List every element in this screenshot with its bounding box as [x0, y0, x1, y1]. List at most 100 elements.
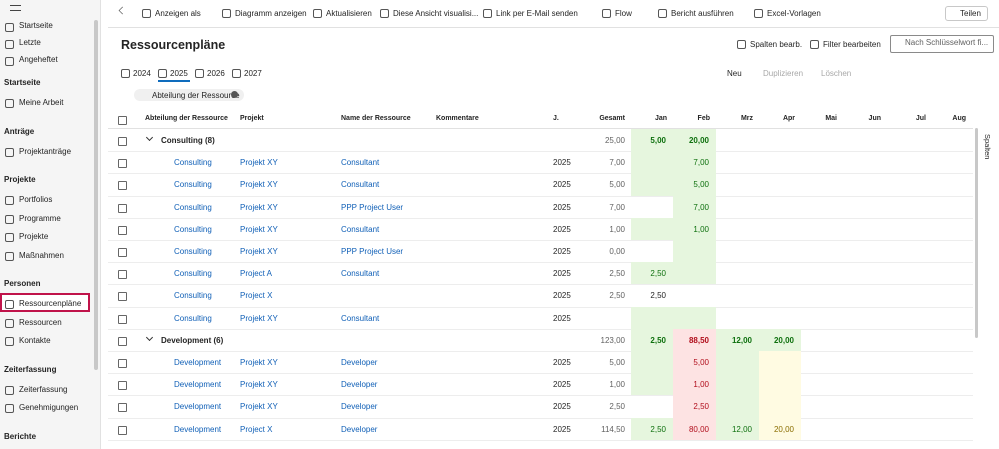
department-link[interactable]: Development — [174, 424, 222, 434]
project-link[interactable]: Projekt XY — [240, 247, 278, 256]
department-link[interactable]: Consulting — [174, 180, 212, 190]
resource-link[interactable]: PPP Project User — [341, 202, 404, 212]
project-link[interactable]: Projekt XY — [240, 358, 278, 367]
department-link[interactable]: Development — [174, 402, 222, 412]
department-link[interactable]: Development — [174, 380, 222, 390]
checkbox[interactable] — [118, 203, 127, 213]
project-link[interactable]: Projekt XY — [240, 380, 278, 390]
toolbar-button[interactable]: Anzeigen als — [155, 9, 201, 18]
chip-close[interactable] — [231, 91, 238, 98]
nav-item[interactable]: Meine Arbeit — [19, 98, 64, 107]
checkbox[interactable] — [118, 292, 127, 302]
checkbox[interactable] — [118, 381, 127, 391]
menu-icon[interactable] — [10, 5, 21, 11]
group-label[interactable]: Development (6) — [161, 335, 224, 345]
project-link[interactable]: Projekt XY — [240, 158, 278, 168]
column-header[interactable]: Projekt — [240, 115, 264, 122]
resource-link[interactable]: Developer — [341, 358, 378, 367]
nav-item[interactable]: Projektanträge — [19, 146, 72, 156]
checkbox[interactable] — [118, 336, 127, 346]
nav-item[interactable]: Genehmigungen — [19, 403, 79, 412]
project-link[interactable]: Projekt XY — [240, 402, 278, 412]
column-header[interactable]: Name der Ressource — [341, 115, 411, 122]
department-link[interactable]: Consulting — [174, 269, 212, 279]
checkbox[interactable] — [118, 359, 127, 368]
toolbar-button[interactable]: Bericht ausführen — [671, 9, 734, 18]
year-tab[interactable]: 2025 — [170, 69, 188, 78]
resource-link[interactable]: Consultant — [341, 313, 380, 323]
column-header[interactable]: Jul — [915, 115, 926, 122]
toolbar-button[interactable]: Flow — [615, 9, 632, 18]
project-link[interactable]: Projekt XY — [240, 180, 278, 190]
resource-link[interactable]: Consultant — [341, 158, 380, 168]
column-header[interactable]: Apr — [782, 115, 795, 122]
checkbox[interactable] — [118, 248, 127, 257]
resource-link[interactable]: Developer — [341, 402, 378, 412]
department-link[interactable]: Consulting — [174, 158, 212, 168]
year-tab[interactable]: 2027 — [244, 69, 262, 78]
year-tab[interactable]: 2024 — [133, 69, 151, 78]
resource-link[interactable]: PPP Project User — [341, 247, 404, 256]
department-link[interactable]: Consulting — [174, 313, 212, 323]
nav-item[interactable]: Kontakte — [19, 336, 51, 345]
nav-item[interactable]: Letzte — [19, 38, 41, 47]
checkbox[interactable] — [118, 314, 127, 324]
column-header[interactable]: Mai — [825, 115, 837, 122]
side-panel[interactable]: Spalten — [983, 134, 992, 160]
department-link[interactable]: Consulting — [174, 291, 212, 301]
nav-item[interactable]: Programme — [19, 213, 61, 223]
department-link[interactable]: Consulting — [174, 247, 212, 256]
view-title[interactable]: Ressourcenpläne — [121, 38, 226, 52]
toolbar-button[interactable]: Diagramm anzeigen — [235, 9, 307, 18]
checkbox[interactable] — [118, 225, 127, 235]
nav-item[interactable]: Startseite — [19, 21, 53, 30]
resource-link[interactable]: Developer — [341, 424, 378, 434]
project-link[interactable]: Project X — [240, 291, 273, 301]
project-link[interactable]: Project X — [240, 424, 273, 434]
nav-item[interactable]: Portfolios — [19, 195, 53, 204]
column-header[interactable]: Mrz — [740, 115, 753, 122]
checkbox[interactable] — [118, 425, 127, 435]
checkbox[interactable] — [118, 181, 127, 191]
checkbox[interactable] — [118, 403, 127, 413]
nav-item[interactable]: Ressourcenpläne — [19, 299, 82, 308]
department-link[interactable]: Consulting — [174, 224, 212, 234]
department-link[interactable]: Development — [174, 358, 222, 367]
column-header[interactable]: Gesamt — [599, 115, 625, 122]
project-link[interactable]: Projekt XY — [240, 313, 278, 323]
column-header[interactable]: Abteilung der Ressource — [145, 115, 228, 122]
nav-item[interactable]: Zeiterfassung — [19, 384, 68, 394]
checkbox[interactable] — [118, 159, 127, 169]
resource-link[interactable]: Consultant — [341, 224, 380, 234]
department-link[interactable]: Consulting — [174, 202, 212, 212]
search-box[interactable]: Nach Schlüsselwort fi... — [890, 35, 994, 53]
nav-item[interactable]: Maßnahmen — [19, 250, 64, 260]
nav-item[interactable]: Ressourcen — [19, 317, 62, 327]
project-link[interactable]: Projekt XY — [240, 202, 278, 212]
grid-action[interactable]: Neu — [727, 69, 742, 78]
view-action[interactable]: Filter bearbeiten — [823, 40, 881, 49]
column-header[interactable]: Jun — [868, 115, 881, 122]
nav-item[interactable]: Angeheftet — [19, 55, 58, 64]
year-tab[interactable]: 2026 — [207, 69, 225, 78]
toolbar-button[interactable]: Excel-Vorlagen — [767, 9, 821, 18]
group-label[interactable]: Consulting (8) — [161, 136, 215, 145]
checkbox[interactable] — [118, 137, 127, 146]
column-header[interactable]: J. — [553, 115, 559, 122]
share-button[interactable]: Teilen — [945, 6, 988, 21]
resource-link[interactable]: Developer — [341, 380, 378, 390]
view-action[interactable]: Spalten bearb. — [750, 40, 803, 49]
checkbox[interactable] — [118, 270, 127, 280]
toolbar-button[interactable]: Link per E-Mail senden — [496, 9, 578, 18]
resource-link[interactable]: Consultant — [341, 180, 380, 190]
nav-item[interactable]: Projekte — [19, 232, 49, 241]
project-link[interactable]: Project A — [240, 269, 273, 279]
project-link[interactable]: Projekt XY — [240, 224, 278, 234]
toolbar-button[interactable]: Diese Ansicht visualisi... — [393, 9, 479, 18]
column-header[interactable]: Kommentare — [436, 115, 479, 122]
checkbox[interactable] — [118, 116, 127, 125]
column-header[interactable]: Jan — [654, 115, 667, 122]
resource-link[interactable]: Consultant — [341, 269, 380, 279]
column-header[interactable]: Feb — [697, 115, 710, 122]
toolbar-button[interactable]: Aktualisieren — [326, 9, 372, 18]
